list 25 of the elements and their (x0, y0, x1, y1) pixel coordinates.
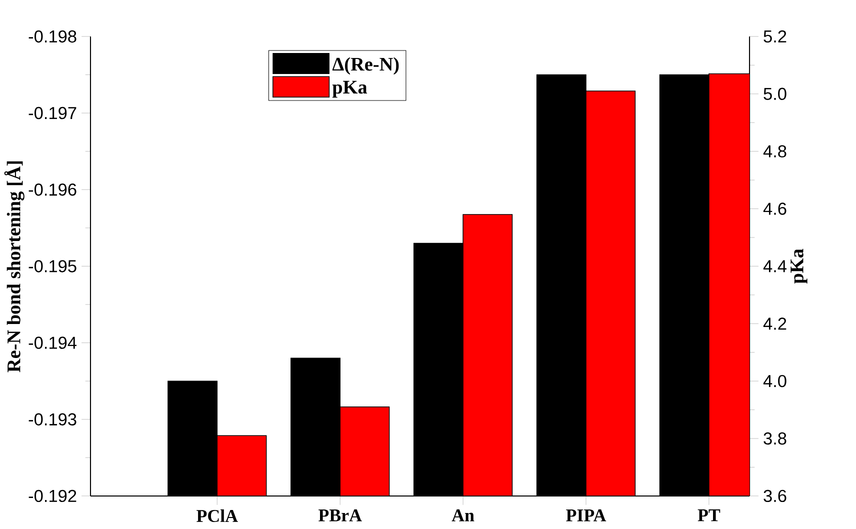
y2-tick-label: 5.2 (764, 30, 786, 43)
y2-axis-title: pKa (790, 249, 808, 284)
y-tick-label: -0.196 (28, 184, 76, 196)
y2-tick-label: 4.2 (763, 318, 786, 330)
y-tick-label: -0.195 (28, 260, 76, 273)
y2-tick-label: 5.0 (764, 88, 786, 100)
y-tick-label: -0.194 (28, 336, 77, 350)
y2-tick-label: 4.0 (763, 375, 786, 388)
y2-tick-label: 4.6 (763, 202, 786, 216)
x-tick-label: PIPA (566, 510, 606, 522)
y-tick-label: -0.193 (28, 413, 76, 426)
y2-tick-label: 3.8 (764, 432, 786, 445)
y-axis-title: Re-N bond shortening [Å] (4, 162, 24, 372)
y-tick-label: -0.192 (28, 490, 76, 502)
y2-tick-label: 3.6 (764, 490, 786, 502)
y-tick-label: -0.197 (28, 107, 76, 120)
legend-label: pKa (332, 81, 368, 98)
y2-tick-label: 4.4 (763, 260, 787, 272)
x-tick-label: An (452, 510, 474, 522)
y2-tick-label: 4.8 (763, 145, 786, 158)
legend-label: Δ(Re-N) (332, 57, 399, 75)
x-tick-label: PBrA (318, 510, 362, 522)
x-tick-label: PClA (196, 510, 238, 522)
x-tick-label: PT (698, 510, 720, 522)
y-tick-label: -0.198 (28, 30, 76, 43)
